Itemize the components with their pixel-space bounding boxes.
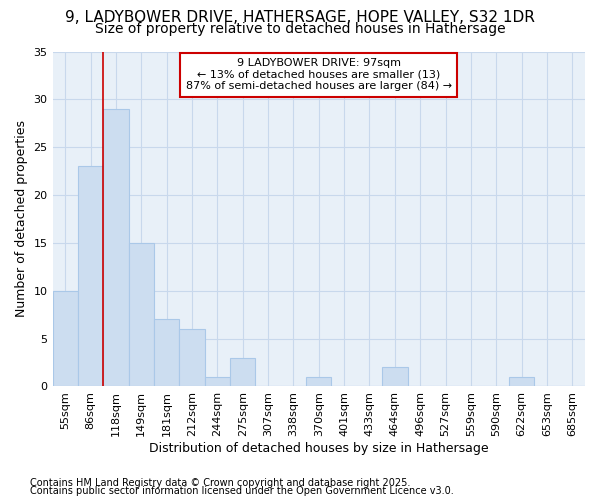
- Y-axis label: Number of detached properties: Number of detached properties: [15, 120, 28, 318]
- Bar: [382, 368, 407, 386]
- Text: 9, LADYBOWER DRIVE, HATHERSAGE, HOPE VALLEY, S32 1DR: 9, LADYBOWER DRIVE, HATHERSAGE, HOPE VAL…: [65, 10, 535, 25]
- Bar: [103, 109, 128, 386]
- Bar: [53, 291, 78, 386]
- Text: 9 LADYBOWER DRIVE: 97sqm
← 13% of detached houses are smaller (13)
87% of semi-d: 9 LADYBOWER DRIVE: 97sqm ← 13% of detach…: [186, 58, 452, 92]
- Bar: [154, 320, 179, 386]
- Bar: [306, 377, 331, 386]
- Text: Contains HM Land Registry data © Crown copyright and database right 2025.: Contains HM Land Registry data © Crown c…: [30, 478, 410, 488]
- Bar: [205, 377, 230, 386]
- Bar: [230, 358, 256, 386]
- X-axis label: Distribution of detached houses by size in Hathersage: Distribution of detached houses by size …: [149, 442, 488, 455]
- Bar: [509, 377, 534, 386]
- Bar: [78, 166, 103, 386]
- Bar: [128, 243, 154, 386]
- Bar: [179, 329, 205, 386]
- Text: Size of property relative to detached houses in Hathersage: Size of property relative to detached ho…: [95, 22, 505, 36]
- Text: Contains public sector information licensed under the Open Government Licence v3: Contains public sector information licen…: [30, 486, 454, 496]
